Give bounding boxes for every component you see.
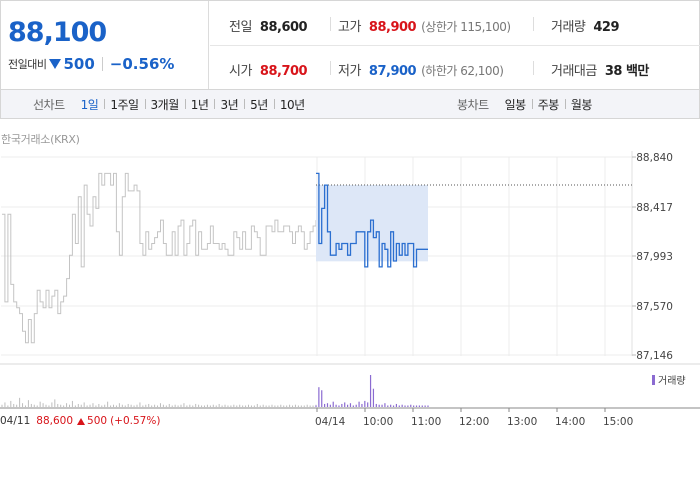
trade-value-label: 거래대금 <box>551 64 597 79</box>
x-tick-label: 15:00 <box>603 416 633 428</box>
summary-row-divider <box>210 45 700 46</box>
prev-day-info: 04/11 88,600 500 (+0.57%) <box>0 414 160 428</box>
open-stat: 시가 88,700 <box>229 60 308 79</box>
divider <box>330 17 331 31</box>
current-price: 88,100 <box>8 17 107 48</box>
today-range-shade <box>316 185 428 262</box>
change-amount: 500 <box>63 55 95 73</box>
y-tick-label: 88,417 <box>636 202 673 214</box>
y-axis-ticks: 88,840 88,417 87,993 87,570 87,146 <box>632 152 673 362</box>
y-tick-label: 87,993 <box>636 251 673 263</box>
line-chart-title: 선차트 <box>33 97 65 112</box>
tab-10y[interactable]: 10년 <box>273 96 311 113</box>
x-axis-ticks: 04/14 10:00 11:00 12:00 13:00 14:00 15:00 <box>315 408 633 428</box>
high-stat: 고가 88,900 (상한가 115,100) <box>338 16 511 35</box>
chart-series <box>2 172 632 344</box>
low-value: 87,900 <box>368 64 417 79</box>
low-stat: 저가 87,900 (하한가 62,100) <box>338 60 504 79</box>
high-label: 고가 <box>338 20 361 35</box>
prev-close-label: 전일 <box>229 20 252 35</box>
tab-1d[interactable]: 1일 <box>80 97 99 112</box>
volume-bars <box>1 375 429 407</box>
down-triangle-icon <box>49 59 62 69</box>
prev-day-change: 500 <box>87 415 108 427</box>
prev-day-change-pct: (+0.57%) <box>110 415 161 427</box>
line-chart-tabs: 선차트 1일 1주일 3개월 1년 3년 5년 10년 <box>33 90 311 118</box>
prev-day-close: 88,600 <box>36 415 74 427</box>
prev-close-stat: 전일 88,600 <box>229 16 308 35</box>
volume-stat: 거래량 429 <box>551 16 620 35</box>
low-label: 저가 <box>338 64 361 79</box>
trade-value-value: 38 백만 <box>604 64 650 79</box>
volume-legend-label: 거래량 <box>658 376 686 387</box>
upper-limit: (상한가 115,100) <box>421 20 511 34</box>
volume-legend-swatch <box>652 374 655 385</box>
up-triangle-icon <box>77 417 86 425</box>
x-tick-label: 10:00 <box>363 416 393 428</box>
tab-monthly-candle[interactable]: 월봉 <box>564 96 598 113</box>
volume-value: 429 <box>593 20 620 35</box>
y-tick-label: 87,146 <box>636 350 673 362</box>
candle-chart-title: 봉차트 <box>457 97 489 112</box>
data-source: 한국거래소(KRX) <box>1 133 80 146</box>
lower-limit: (하한가 62,100) <box>421 64 504 78</box>
y-tick-label: 87,570 <box>636 301 673 313</box>
tab-weekly-candle[interactable]: 주봉 <box>531 96 565 113</box>
open-value: 88,700 <box>259 64 308 79</box>
price-box: 88,100 전일대비 500 −0.56% <box>1 1 209 89</box>
quote-summary: 88,100 전일대비 500 −0.56% 전일 88,600 고가 88,9… <box>0 0 700 90</box>
high-value: 88,900 <box>368 20 417 35</box>
trade-value-stat: 거래대금 38 백만 <box>551 60 649 79</box>
prev-day-line <box>2 172 317 344</box>
open-label: 시가 <box>229 64 252 79</box>
volume-legend: 거래량 <box>652 372 686 387</box>
x-tick-label: 04/14 <box>315 416 346 428</box>
x-tick-label: 11:00 <box>411 416 441 428</box>
change-label: 전일대비 <box>8 58 47 71</box>
tab-5y[interactable]: 5년 <box>244 96 274 113</box>
x-tick-label: 14:00 <box>555 416 585 428</box>
divider <box>533 61 534 75</box>
divider <box>533 17 534 31</box>
divider <box>101 57 103 71</box>
x-tick-label: 13:00 <box>507 416 537 428</box>
tab-1y[interactable]: 1년 <box>184 96 215 113</box>
divider <box>330 61 331 75</box>
x-tick-label: 12:00 <box>459 416 489 428</box>
prev-day-date: 04/11 <box>0 415 31 427</box>
y-tick-label: 88,840 <box>636 152 673 164</box>
prev-close-value: 88,600 <box>259 20 308 35</box>
tab-3m[interactable]: 3개월 <box>144 96 185 113</box>
change-percent: −0.56% <box>109 55 175 73</box>
volume-label: 거래량 <box>551 20 586 35</box>
tab-3y[interactable]: 3년 <box>214 96 244 113</box>
tab-1w[interactable]: 1주일 <box>104 96 144 113</box>
today-price-line <box>316 172 428 268</box>
tab-daily-candle[interactable]: 일봉 <box>504 97 527 112</box>
candle-chart-tabs: 봉차트 일봉 주봉 월봉 <box>457 90 598 118</box>
change-row: 전일대비 500 −0.56% <box>8 55 174 73</box>
